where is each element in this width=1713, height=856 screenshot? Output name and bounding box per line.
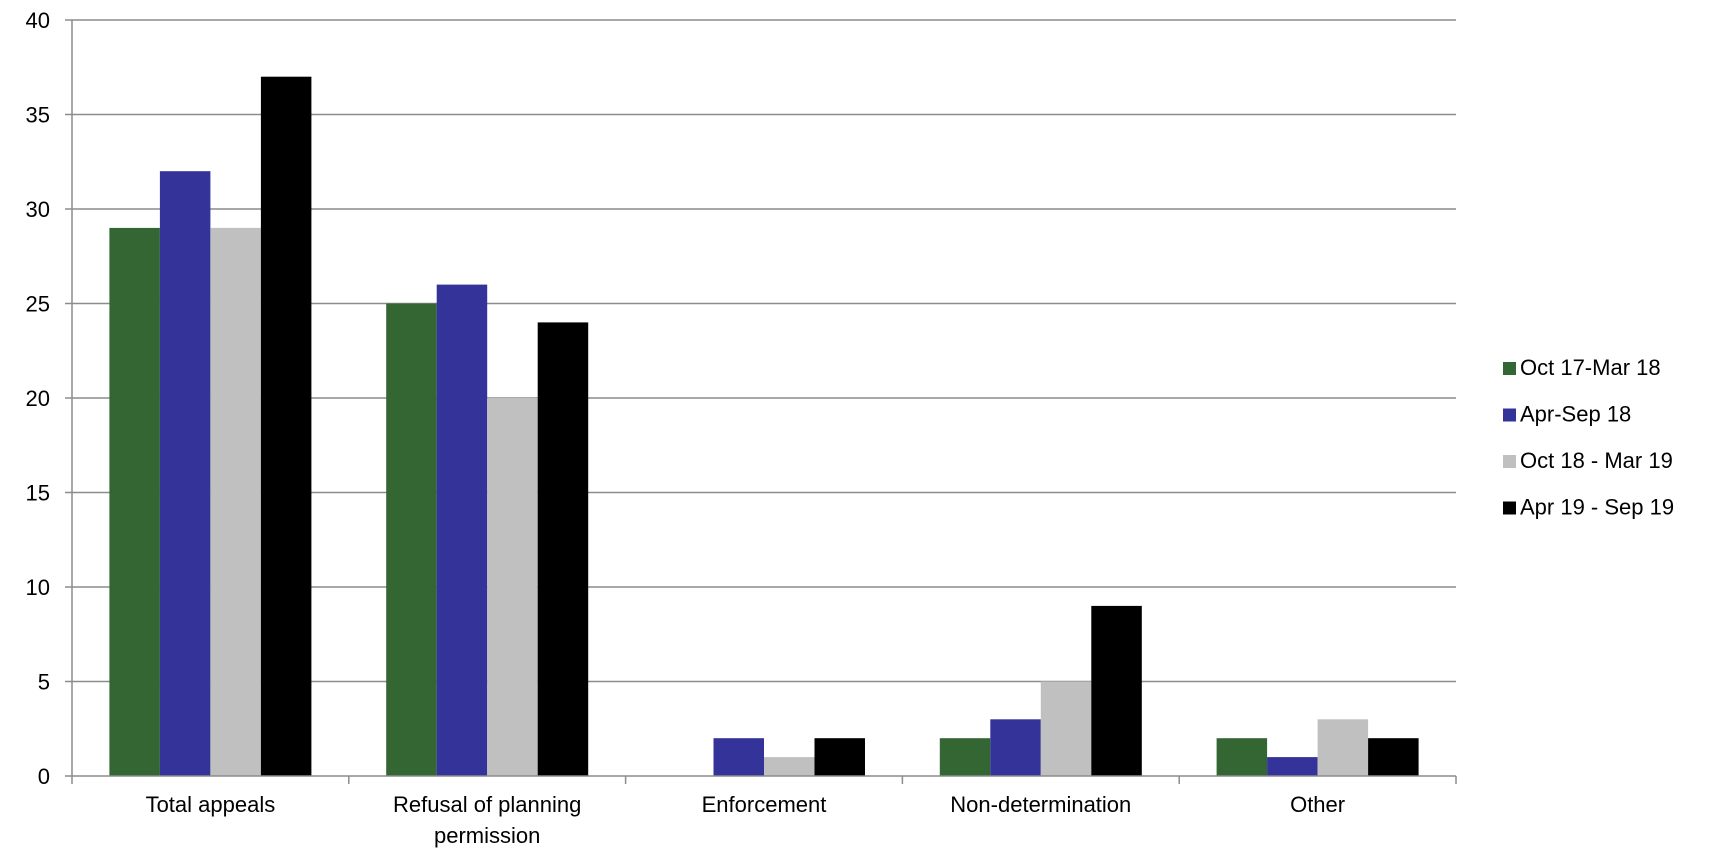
bar (1267, 757, 1318, 776)
bar (1317, 719, 1369, 776)
bar (990, 719, 1041, 776)
legend-label: Apr 19 - Sep 19 (1520, 495, 1674, 520)
y-tick-label: 25 (26, 292, 50, 317)
bar (1091, 605, 1142, 776)
x-tick-label: Non-determination (950, 792, 1131, 817)
y-tick-label: 15 (26, 481, 50, 506)
x-tick-label: Total appeals (146, 792, 276, 817)
y-tick-label: 5 (38, 670, 50, 695)
y-tick-label: 20 (26, 386, 50, 411)
bars (109, 76, 1419, 776)
y-tick-label: 40 (26, 8, 50, 33)
legend-label: Oct 17-Mar 18 (1520, 355, 1661, 380)
bar (210, 227, 261, 776)
bar (1216, 738, 1268, 776)
bar (814, 738, 865, 776)
bar (386, 303, 437, 776)
y-tick-label: 30 (26, 197, 50, 222)
bar (260, 76, 312, 776)
legend-swatch (1503, 408, 1516, 422)
x-tick-label: Refusal of planning (393, 792, 581, 817)
bar (537, 322, 589, 776)
x-tick-label: Enforcement (702, 792, 827, 817)
legend-swatch (1503, 455, 1516, 468)
axes: 0 5 10 15 20 25 30 35 40 Total appeals Refusal of … (26, 8, 1457, 848)
bar (1368, 738, 1419, 776)
legend: Oct 17-Mar 18 Apr-Sep 18 Oct 18 - Mar 19 Ap… (1503, 355, 1674, 520)
bar (1040, 681, 1092, 776)
y-tick-label: 0 (38, 764, 50, 789)
bar (109, 227, 160, 776)
legend-label: Apr-Sep 18 (1520, 402, 1631, 427)
bar (764, 757, 815, 776)
legend-label: Oct 18 - Mar 19 (1520, 448, 1673, 473)
x-tick-label: permission (434, 823, 540, 848)
bar (939, 738, 991, 776)
legend-swatch (1503, 501, 1516, 515)
bar (713, 738, 764, 776)
bar (436, 284, 488, 776)
y-tick-label: 35 (26, 103, 50, 128)
bar (487, 398, 538, 776)
bar (159, 171, 211, 776)
x-tick-label: Other (1290, 792, 1345, 817)
y-tick-label: 10 (26, 575, 50, 600)
legend-swatch (1503, 362, 1516, 375)
